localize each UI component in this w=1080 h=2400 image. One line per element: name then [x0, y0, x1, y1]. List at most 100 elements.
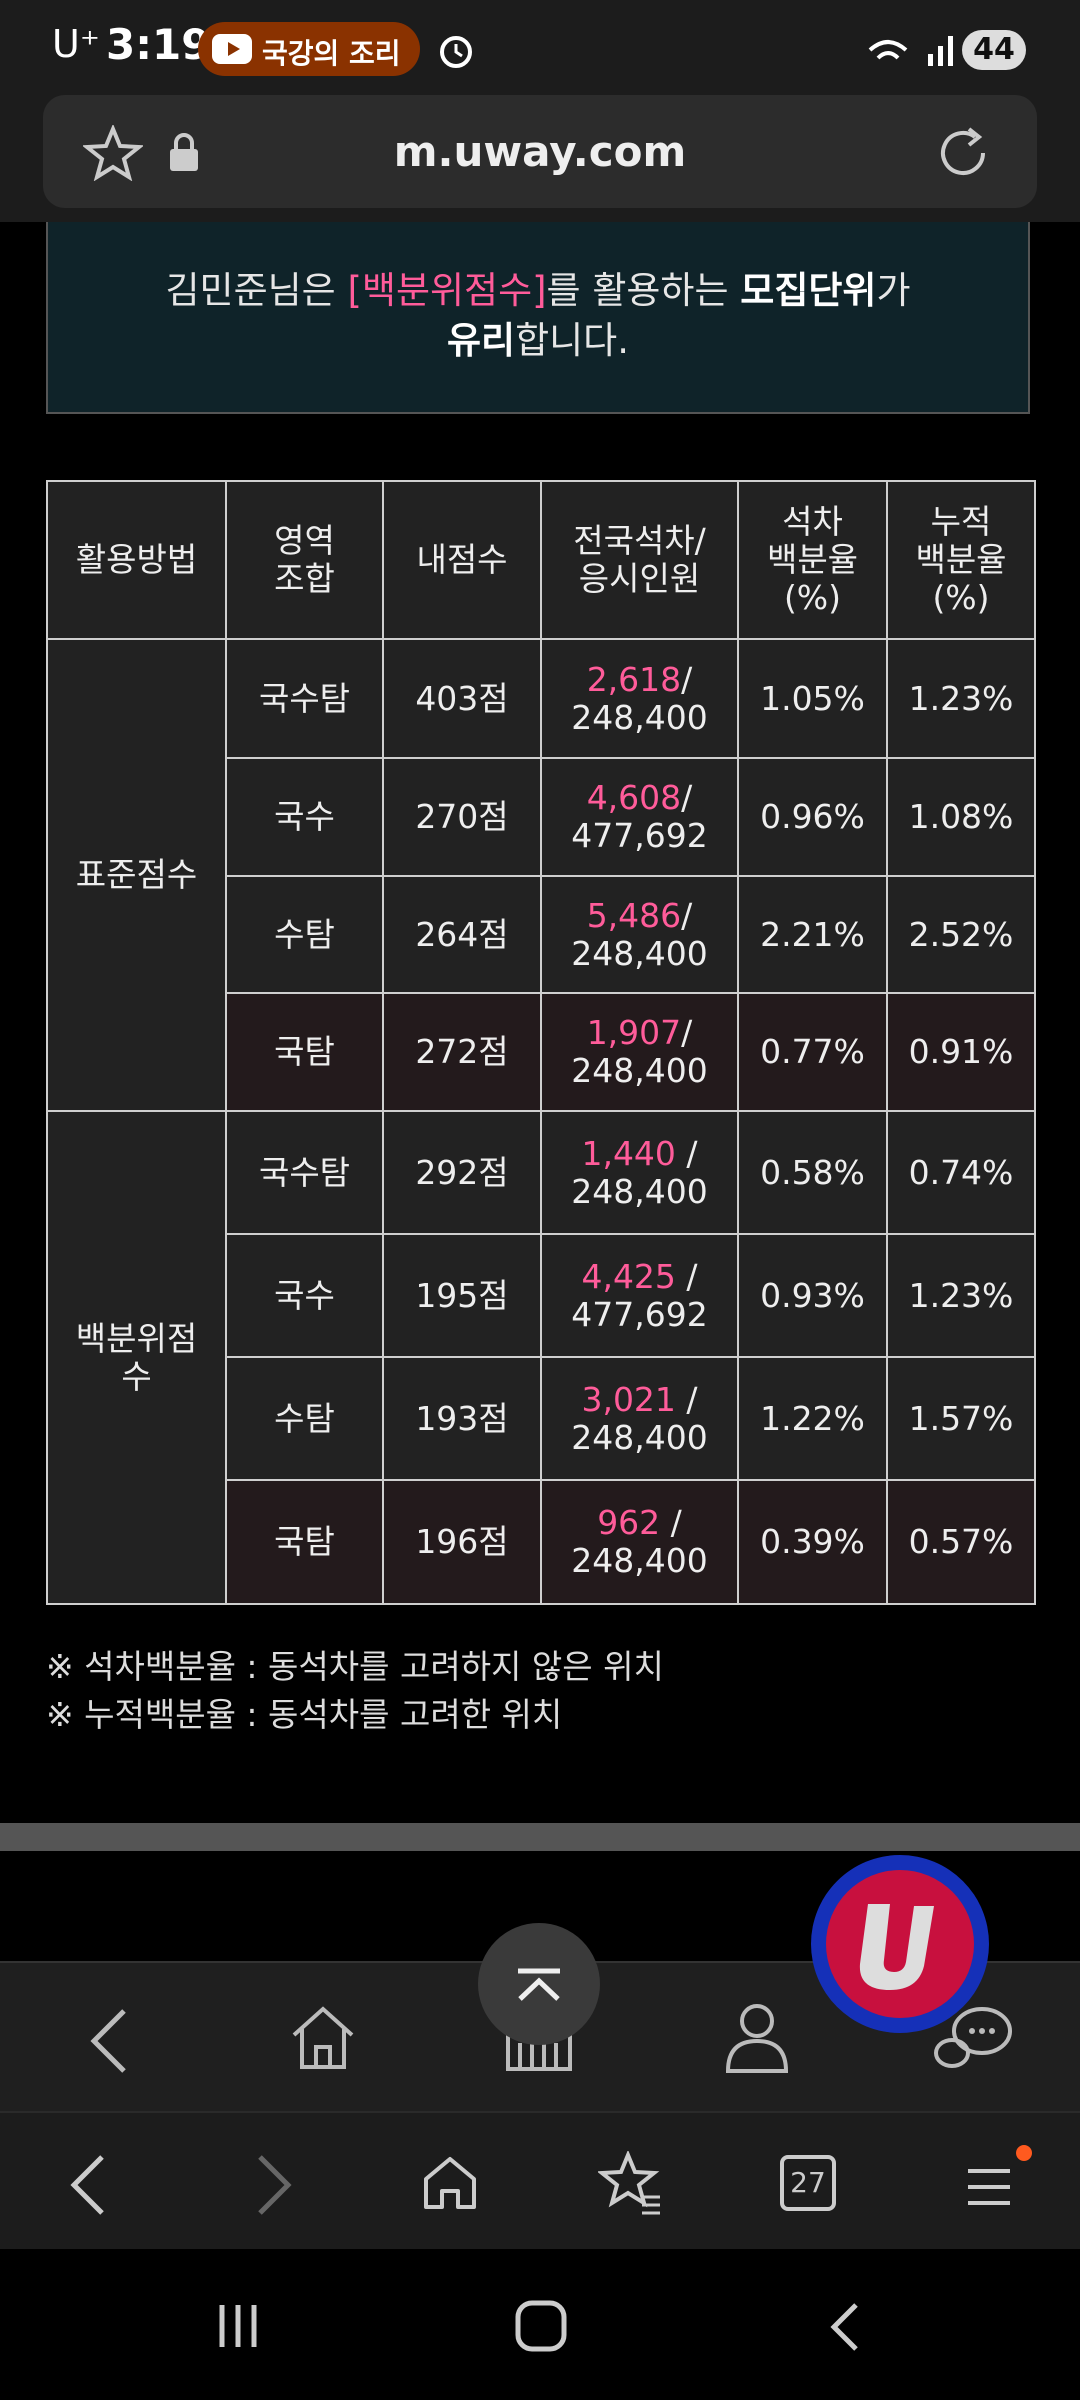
banner-text: 모집단위 — [740, 269, 877, 312]
rank-cell: 1,440 /248,400 — [540, 1110, 739, 1235]
total-value: 248,400 — [571, 1541, 708, 1580]
rank-value: 3,021 — [581, 1379, 676, 1419]
header-text: 응시인원 — [578, 559, 701, 598]
forward-button[interactable] — [248, 2153, 298, 2217]
rank-value: 1,440 — [581, 1133, 676, 1173]
rank-value: 2,618 — [586, 659, 682, 699]
rank-cell: 2,618/248,400 — [540, 638, 739, 759]
note: ※ 석차백분율 : 동석차를 고려하지 않은 위치 — [46, 1647, 664, 1686]
header-text: 석차 — [782, 502, 843, 541]
cumulative-cell: 0.57% — [886, 1479, 1036, 1605]
media-pill[interactable]: 국강의 조리 — [198, 22, 420, 76]
rank-cell: 1,907/248,400 — [540, 992, 739, 1112]
scroll-top-button[interactable] — [478, 1923, 600, 2045]
table-row: 표준점수 국수탐 403점 2,618/248,400 1.05% 1.23% — [46, 638, 1036, 1112]
percentile-cell: 0.96% — [737, 757, 888, 877]
site-home-icon[interactable] — [288, 2003, 358, 2073]
group-cell: 표준점수 — [46, 638, 227, 1112]
rank-separator: / — [675, 1256, 698, 1296]
percentile-cell: 1.05% — [737, 638, 888, 759]
site-back-icon[interactable] — [80, 2005, 140, 2075]
percentile-cell: 0.77% — [737, 992, 888, 1112]
combo-cell: 수탐 — [225, 875, 384, 994]
rank-separator: / — [681, 895, 693, 935]
header-text: 내점수 — [416, 540, 508, 579]
battery: 44 — [962, 30, 1026, 70]
bookmark-icon[interactable] — [83, 125, 143, 181]
site-chat-icon[interactable] — [930, 2003, 1014, 2073]
note: ※ 누적백분율 : 동석차를 고려한 위치 — [46, 1695, 563, 1734]
lock-icon — [170, 133, 198, 171]
rank-cell: 5,486/248,400 — [540, 875, 739, 994]
header-cell: 활용방법 — [46, 480, 227, 640]
reload-icon[interactable] — [935, 123, 995, 183]
site-menu-icon[interactable] — [504, 2023, 574, 2073]
youtube-icon — [212, 34, 252, 64]
browser-top-bar: m.uway.com — [0, 95, 1080, 222]
cumulative-cell: 0.74% — [886, 1110, 1036, 1235]
banner-text: [백분위점수] — [347, 269, 547, 312]
menu-button[interactable] — [962, 2141, 1032, 2221]
banner-text: 합니다. — [515, 319, 629, 362]
percentile-cell: 2.21% — [737, 875, 888, 994]
combo-cell: 국탐 — [225, 1479, 384, 1605]
header-text: (%) — [932, 578, 990, 617]
header-cell: 전국석차/응시인원 — [540, 480, 739, 640]
rank-cell: 962 /248,400 — [540, 1479, 739, 1605]
combo-cell: 국탐 — [225, 992, 384, 1112]
tabs-button[interactable]: 27 — [780, 2155, 836, 2211]
table-row: 국수 195점 4,425 /477,692 0.93% 1.23% — [47, 1233, 1036, 1358]
total-value: 248,400 — [571, 697, 708, 737]
combo-cell: 국수 — [225, 1233, 384, 1358]
rank-separator: / — [681, 1013, 693, 1052]
bookmarks-button[interactable] — [598, 2151, 664, 2215]
url-bar[interactable]: m.uway.com — [43, 95, 1037, 208]
header-cell: 영역 조합 — [225, 480, 384, 640]
header-text: 활용방법 — [75, 540, 198, 579]
header-text: 조합 — [274, 559, 335, 598]
banner-text: 김민준님은 — [165, 269, 348, 312]
cumulative-cell: 0.91% — [886, 992, 1036, 1112]
rank-separator: / — [675, 1379, 698, 1419]
cumulative-cell: 1.08% — [886, 757, 1036, 877]
rank-separator: / — [660, 1503, 682, 1542]
header-text: 백분율 — [915, 540, 1007, 579]
table-row: 백분위점수 국수탐 292점 1,440 /248,400 0.58% 0.74% — [46, 1110, 1036, 1605]
combo-cell: 국수 — [225, 757, 384, 877]
home-nav-button[interactable] — [514, 2299, 568, 2353]
rank-value: 4,425 — [581, 1256, 676, 1296]
table-row: 국탐 196점 962 /248,400 0.39% 0.57% — [47, 1479, 1036, 1605]
back-button[interactable] — [64, 2153, 114, 2217]
percentile-cell: 0.58% — [737, 1110, 888, 1235]
url-text: m.uway.com — [393, 127, 687, 176]
divider — [0, 1823, 1080, 1851]
back-nav-button[interactable] — [824, 2301, 864, 2353]
home-button[interactable] — [420, 2153, 480, 2213]
header-cell: 누적 백분율 (%) — [886, 480, 1036, 640]
rank-separator: / — [681, 778, 693, 817]
table-row: 수탐 264점 5,486/248,400 2.21% 2.52% — [47, 875, 1036, 994]
total-value: 248,400 — [571, 1051, 708, 1090]
system-nav-bar — [0, 2249, 1080, 2400]
header-text: 전국석차/ — [573, 521, 706, 560]
status-bar: U⁺ 3:19 국강의 조리 44 — [0, 0, 1080, 95]
rank-value: 962 — [597, 1503, 661, 1542]
carrier: U⁺ — [52, 22, 100, 66]
cumulative-cell: 1.23% — [886, 638, 1036, 759]
score-cell: 195점 — [382, 1233, 542, 1358]
site-user-icon[interactable] — [722, 2001, 792, 2075]
rank-cell: 4,608/477,692 — [540, 757, 739, 877]
score-cell: 272점 — [382, 992, 542, 1112]
score-cell: 270점 — [382, 757, 542, 877]
combo-cell: 국수탐 — [225, 1110, 384, 1235]
recents-button[interactable] — [214, 2301, 264, 2351]
group-cell: 백분위점수 — [46, 1110, 227, 1605]
uway-logo-button[interactable] — [810, 1854, 990, 2034]
percentile-cell: 0.39% — [737, 1479, 888, 1605]
banner-text: 를 활용하는 — [546, 269, 741, 312]
total-value: 248,400 — [571, 1171, 708, 1211]
cumulative-cell: 1.23% — [886, 1233, 1036, 1358]
